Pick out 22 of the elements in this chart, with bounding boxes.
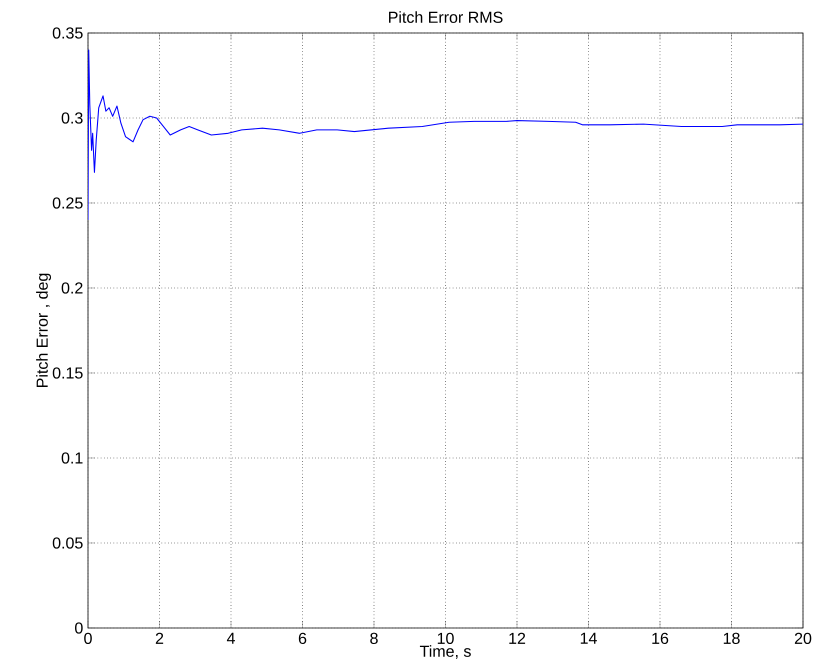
x-tick-label: 6 xyxy=(298,632,306,644)
x-tick-label: 16 xyxy=(652,632,668,644)
y-tick-label: 0.35 xyxy=(52,27,83,39)
x-tick-label: 14 xyxy=(580,632,597,644)
x-tick-label: 18 xyxy=(724,632,740,644)
x-axis-title: Time, s xyxy=(420,645,471,659)
chart-title: Pitch Error RMS xyxy=(389,11,503,23)
y-tick-label: 0.15 xyxy=(52,367,83,379)
x-tick-label: 12 xyxy=(509,632,526,644)
y-tick-label: 0.2 xyxy=(62,282,82,294)
x-tick-label: 4 xyxy=(226,632,235,644)
x-tick-label: 0 xyxy=(84,632,92,644)
y-tick-label: 0.1 xyxy=(62,452,83,464)
y-tick-label: 0 xyxy=(75,622,83,634)
y-tick-label: 0.05 xyxy=(52,537,83,549)
x-tick-label: 10 xyxy=(438,632,454,644)
y-tick-label: 0.25 xyxy=(52,197,83,209)
x-tick-label: 20 xyxy=(794,632,812,644)
y-axis-title: Pitch Error , deg xyxy=(36,274,51,387)
x-tick-label: 8 xyxy=(370,632,378,644)
x-tick-label: 2 xyxy=(156,632,164,644)
y-tick-label: 0.3 xyxy=(62,112,83,124)
